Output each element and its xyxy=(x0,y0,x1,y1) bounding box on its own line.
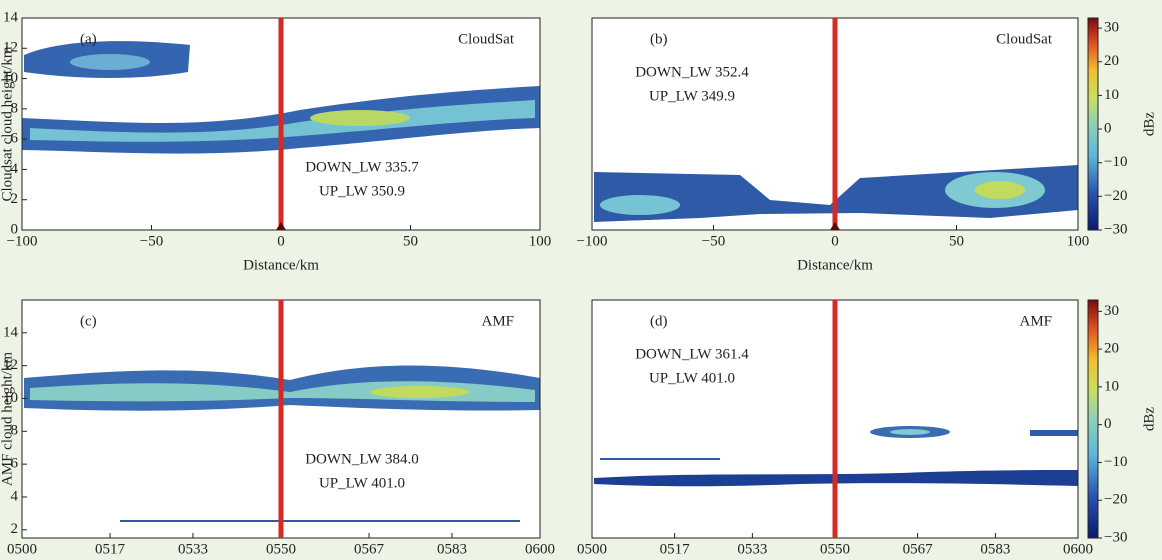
x-tick-label: 0583 xyxy=(980,541,1010,557)
annotation: UP_LW 401.0 xyxy=(649,370,735,386)
colorbar-label: dBz xyxy=(1141,407,1157,432)
y-tick-label: 14 xyxy=(3,324,19,340)
instrument-label: CloudSat xyxy=(458,31,515,47)
colorbar-tick-label: 0 xyxy=(1104,416,1112,432)
colorbar-tick-label: −30 xyxy=(1104,221,1127,237)
x-tick-label: 0500 xyxy=(577,541,607,557)
panel-label: (b) xyxy=(650,31,668,47)
x-tick-label: 0 xyxy=(831,233,839,249)
y-tick-label: 12 xyxy=(3,357,18,373)
annotation: DOWN_LW 384.0 xyxy=(305,451,419,467)
y-tick-label: 2 xyxy=(11,521,19,537)
x-tick-label: 50 xyxy=(949,233,964,249)
x-tick-label: 0600 xyxy=(525,541,555,557)
colorbar-tick-label: −30 xyxy=(1104,529,1127,545)
x-tick-label: −100 xyxy=(577,233,608,249)
y-tick-label: 0 xyxy=(11,221,19,237)
colorbar-tick-label: −20 xyxy=(1104,492,1127,508)
panel-label: (c) xyxy=(80,313,97,329)
x-tick-label: 100 xyxy=(529,233,552,249)
panel-label: (a) xyxy=(80,31,97,47)
y-tick-label: 8 xyxy=(11,423,19,439)
x-tick-label: 0500 xyxy=(7,541,37,557)
y-tick-label: 10 xyxy=(3,70,18,86)
y-tick-label: 2 xyxy=(11,191,19,207)
x-tick-label: 50 xyxy=(403,233,418,249)
marker-triangle xyxy=(830,222,840,230)
marker-triangle xyxy=(276,222,286,230)
annotation: UP_LW 401.0 xyxy=(319,475,405,491)
colorbar-tick-label: −10 xyxy=(1104,154,1127,170)
x-tick-label: 0550 xyxy=(266,541,296,557)
colorbar-tick-label: −10 xyxy=(1104,454,1127,470)
y-axis-label: Cloudsat cloud height/km xyxy=(0,46,15,201)
instrument-label: AMF xyxy=(481,313,514,329)
colorbar-tick-label: 20 xyxy=(1104,53,1119,69)
y-tick-label: 12 xyxy=(3,40,18,56)
y-tick-label: 6 xyxy=(11,131,19,147)
x-tick-label: −50 xyxy=(702,233,725,249)
colorbar-tick-label: −20 xyxy=(1104,188,1127,204)
x-tick-label: 0583 xyxy=(437,541,467,557)
annotation: DOWN_LW 335.7 xyxy=(305,159,419,175)
x-tick-label: 0517 xyxy=(95,541,126,557)
colorbar xyxy=(1087,299,1099,539)
colorbar-tick-label: 20 xyxy=(1104,341,1119,357)
panel-label: (d) xyxy=(650,313,668,329)
x-tick-label: 0517 xyxy=(660,541,691,557)
colorbar-label: dBz xyxy=(1141,112,1157,137)
x-tick-label: 0533 xyxy=(178,541,208,557)
colorbar-tick-label: 30 xyxy=(1104,20,1119,36)
x-tick-label: 0567 xyxy=(903,541,934,557)
y-tick-label: 6 xyxy=(11,456,19,472)
y-tick-label: 4 xyxy=(11,488,19,504)
annotation: UP_LW 349.9 xyxy=(649,88,735,104)
colorbar xyxy=(1087,17,1099,231)
x-tick-label: 100 xyxy=(1067,233,1090,249)
x-tick-label: 0 xyxy=(277,233,285,249)
y-tick-label: 10 xyxy=(3,390,18,406)
x-tick-label: −50 xyxy=(140,233,163,249)
instrument-label: CloudSat xyxy=(996,31,1053,47)
x-tick-label: 0550 xyxy=(820,541,850,557)
y-axis-label: AMF cloud height/km xyxy=(0,352,15,486)
y-tick-label: 14 xyxy=(3,9,19,25)
colorbar-tick-label: 0 xyxy=(1104,120,1112,136)
colorbar-tick-label: 10 xyxy=(1104,378,1119,394)
y-tick-label: 4 xyxy=(11,161,19,177)
annotation: DOWN_LW 361.4 xyxy=(635,346,749,362)
colorbar-tick-label: 30 xyxy=(1104,303,1119,319)
x-tick-label: −100 xyxy=(7,233,38,249)
x-tick-label: 0600 xyxy=(1063,541,1093,557)
colorbar-tick-label: 10 xyxy=(1104,87,1119,103)
x-tick-label: 0533 xyxy=(737,541,767,557)
y-tick-label: 8 xyxy=(11,100,19,116)
annotation: DOWN_LW 352.4 xyxy=(635,64,749,80)
annotation: UP_LW 350.9 xyxy=(319,183,405,199)
x-tick-label: 0567 xyxy=(354,541,385,557)
x-axis-label: Distance/km xyxy=(243,257,319,273)
instrument-label: AMF xyxy=(1019,313,1052,329)
x-axis-label: Distance/km xyxy=(797,257,873,273)
